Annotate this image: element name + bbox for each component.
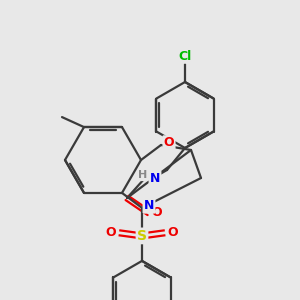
Text: O: O (168, 226, 178, 239)
Text: N: N (144, 200, 154, 212)
Text: N: N (150, 172, 160, 184)
Text: S: S (137, 229, 147, 243)
Text: H: H (138, 170, 148, 180)
Text: O: O (106, 226, 116, 239)
Text: O: O (152, 206, 162, 220)
Text: Cl: Cl (178, 50, 192, 62)
Text: O: O (164, 136, 174, 149)
